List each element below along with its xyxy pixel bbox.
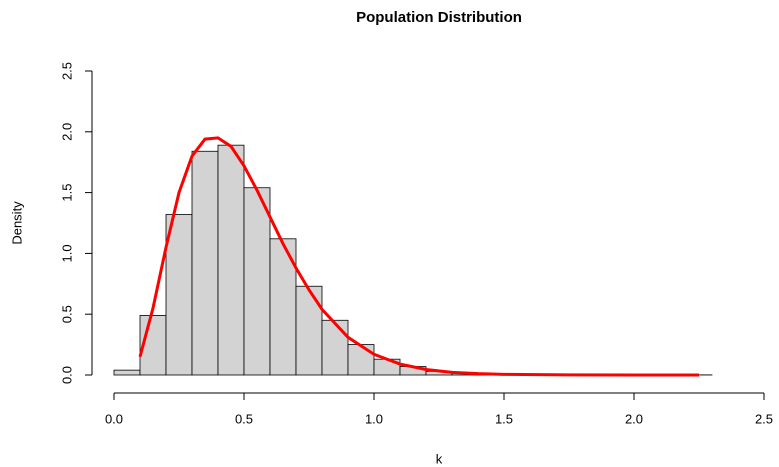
bar bbox=[113, 369, 141, 376]
x-tick-label: 0.0 bbox=[105, 411, 123, 426]
y-tick-label: 1.0 bbox=[59, 244, 74, 262]
bar bbox=[165, 214, 193, 376]
x-tick-label: 0.5 bbox=[235, 411, 253, 426]
bar bbox=[243, 187, 271, 376]
y-tick-label: 0.5 bbox=[59, 305, 74, 323]
y-axis-label: Density bbox=[9, 201, 24, 245]
chart-title: Population Distribution bbox=[356, 9, 522, 26]
density-curve bbox=[138, 136, 700, 377]
x-tick-label: 1.0 bbox=[365, 411, 383, 426]
x-tick-label: 2.0 bbox=[625, 411, 643, 426]
x-tick-label: 2.5 bbox=[755, 411, 773, 426]
bar bbox=[295, 285, 323, 376]
x-tick-label: 1.5 bbox=[495, 411, 513, 426]
y-tick-label: 1.5 bbox=[59, 184, 74, 202]
bar bbox=[347, 344, 375, 376]
x-axis-label: k bbox=[436, 451, 443, 466]
bar bbox=[321, 319, 349, 376]
y-tick-label: 0.0 bbox=[59, 366, 74, 384]
bar bbox=[191, 150, 219, 376]
bar bbox=[217, 144, 245, 376]
y-tick-label: 2.0 bbox=[59, 123, 74, 141]
y-tick-label: 2.5 bbox=[59, 62, 74, 80]
